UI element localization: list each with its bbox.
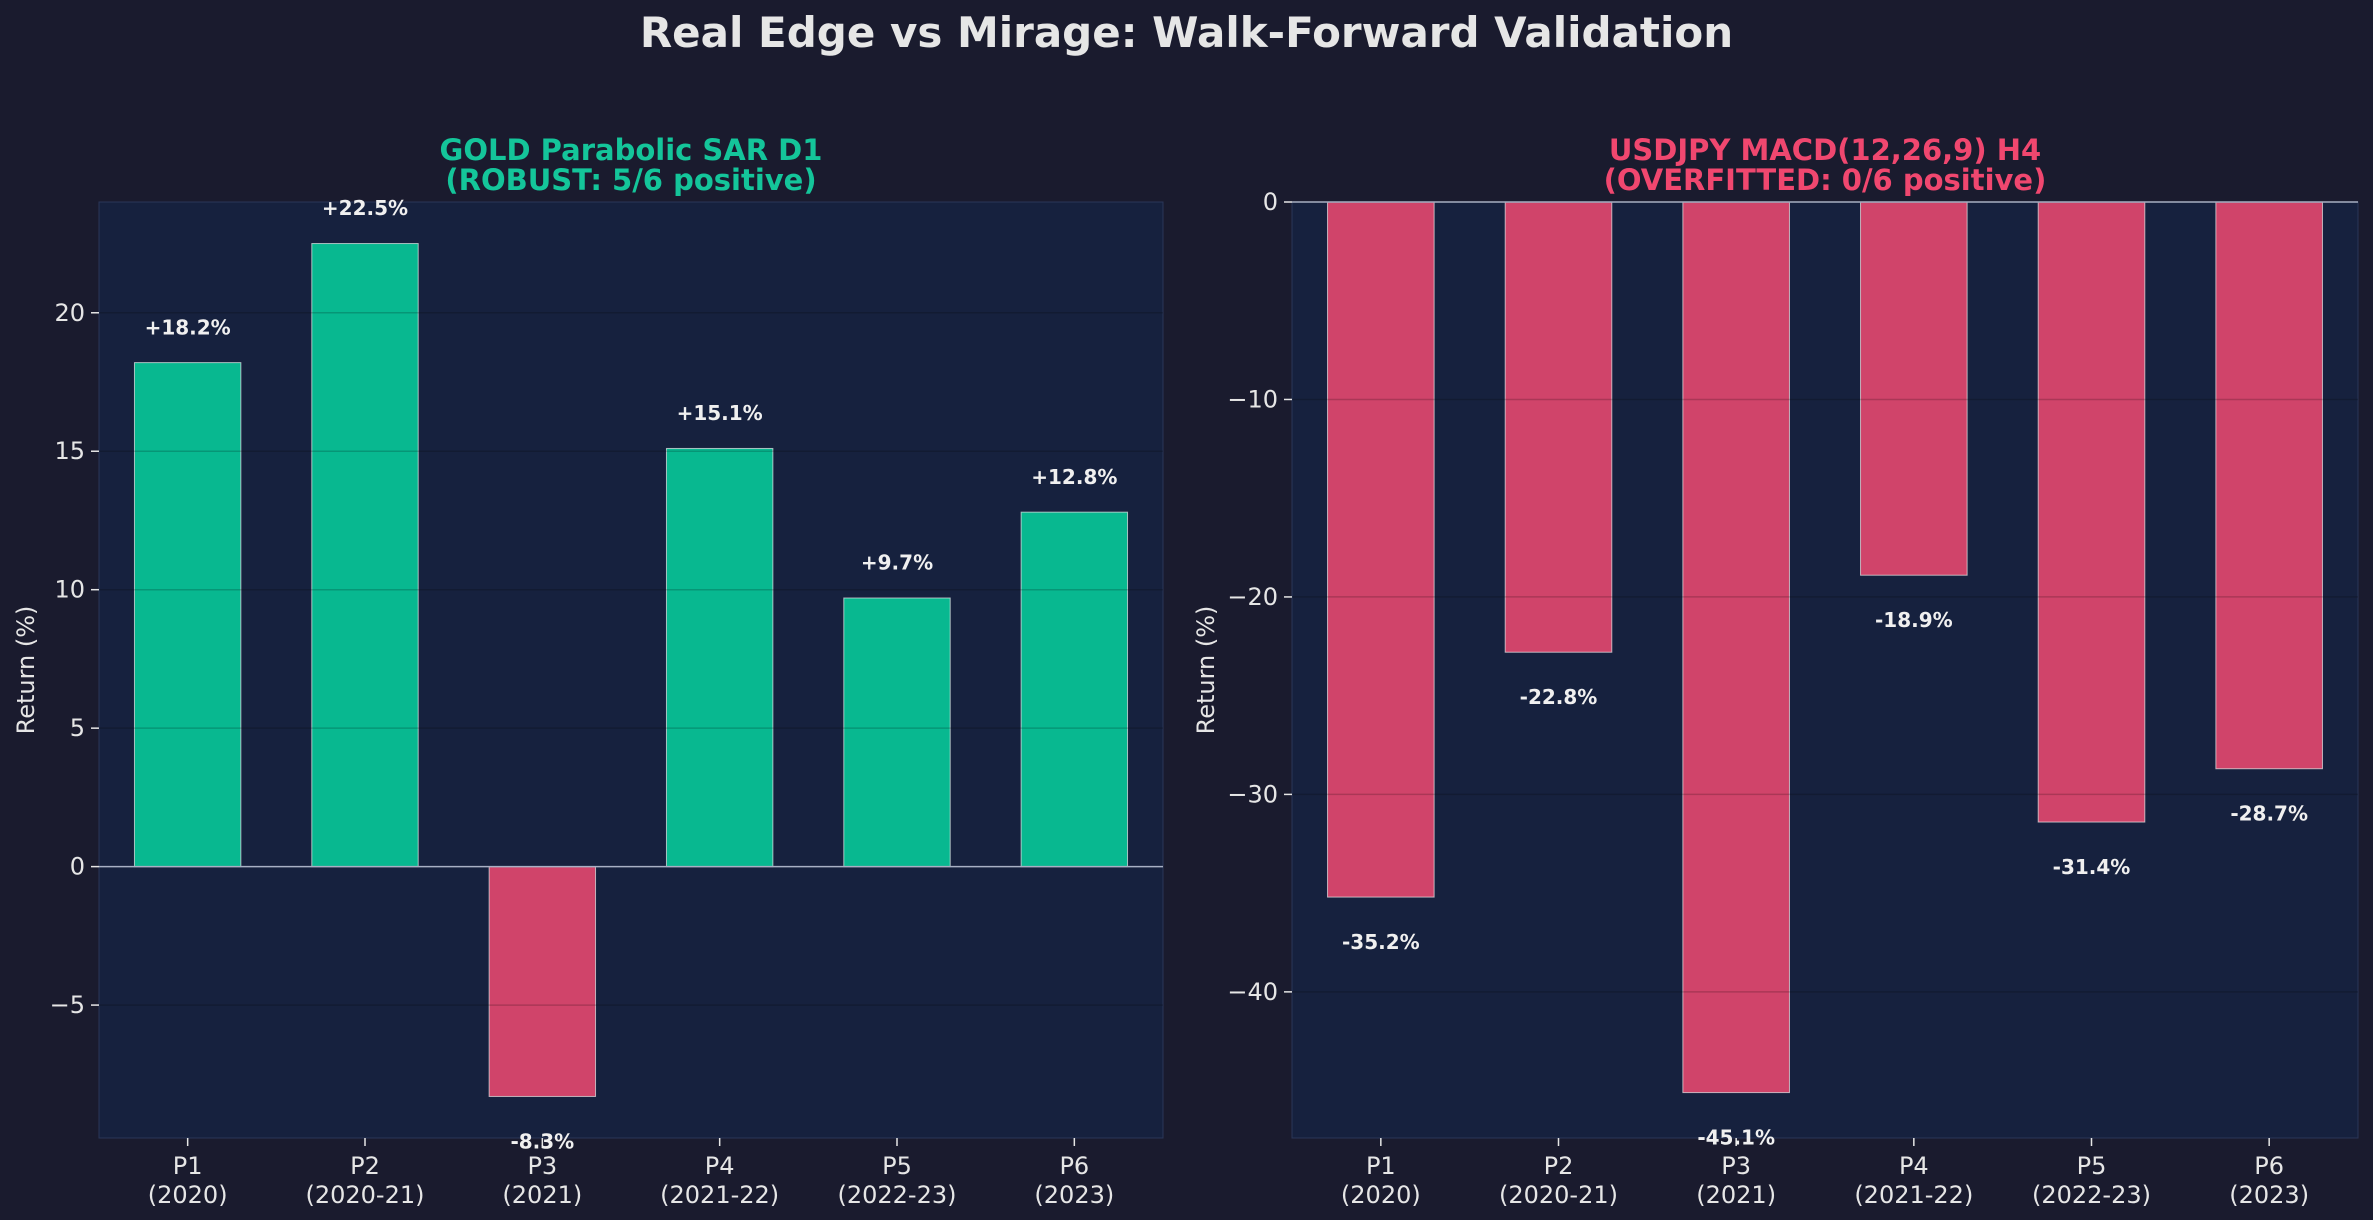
ytick-label-1-6: 20 xyxy=(54,299,85,327)
ytick-label-1-1: −5 xyxy=(50,991,85,1019)
bar-1-4 xyxy=(665,447,774,868)
bar-2-5 xyxy=(2037,201,2146,823)
value-label-1-4: +15.1% xyxy=(677,401,763,425)
bar-2-3 xyxy=(1682,201,1790,1094)
xtick-label-1-4: P4 (2021-22) xyxy=(660,1152,779,1209)
value-label-1-6: +12.8% xyxy=(1031,465,1117,489)
plot-area-1 xyxy=(98,201,1164,1139)
xtick-label-2-6: P6 (2023) xyxy=(2229,1152,2309,1209)
bar-1-3 xyxy=(488,866,597,1097)
panel-title-2-line2: (OVERFITTED: 0/6 positive) xyxy=(1604,163,2047,197)
y-axis-label-2: Return (%) xyxy=(1192,606,1220,735)
xtick-label-2-1: P1 (2020) xyxy=(1341,1152,1421,1209)
bar-1-2 xyxy=(311,243,419,868)
bar-1-1 xyxy=(133,362,242,868)
bar-2-4 xyxy=(1860,201,1968,576)
plot-area-2 xyxy=(1291,201,2359,1139)
xtick-label-2-5: P5 (2022-23) xyxy=(2032,1152,2151,1209)
ytick-label-1-4: 10 xyxy=(54,576,85,604)
y-axis-label-1: Return (%) xyxy=(12,606,40,735)
xtick-label-1-3: P3 (2021) xyxy=(502,1152,582,1209)
figure-title: Real Edge vs Mirage: Walk-Forward Valida… xyxy=(639,8,1734,57)
value-label-2-1: -35.2% xyxy=(1342,930,1420,954)
ytick-label-2-2: −30 xyxy=(1227,780,1278,808)
ytick-label-2-1: −40 xyxy=(1227,978,1278,1006)
bar-1-5 xyxy=(843,597,951,868)
xtick-label-2-2: P2 (2020-21) xyxy=(1499,1152,1618,1209)
value-label-2-5: -31.4% xyxy=(2053,855,2131,879)
panel-title-2-line1: USDJPY MACD(12,26,9) H4 xyxy=(1609,133,2041,167)
ytick-label-1-2: 0 xyxy=(70,853,85,881)
bar-1-6 xyxy=(1020,511,1129,868)
xtick-label-2-3: P3 (2021) xyxy=(1696,1152,1776,1209)
ytick-label-1-3: 5 xyxy=(70,714,85,742)
xtick-label-1-2: P2 (2020-21) xyxy=(305,1152,424,1209)
value-label-1-2: +22.5% xyxy=(322,196,408,220)
value-label-2-2: -22.8% xyxy=(1520,685,1598,709)
value-label-1-3: -8.3% xyxy=(510,1129,574,1153)
ytick-label-2-3: −20 xyxy=(1227,583,1278,611)
ytick-label-2-5: 0 xyxy=(1263,188,1278,216)
panel-title-1-line1: GOLD Parabolic SAR D1 xyxy=(440,133,823,167)
bar-2-6 xyxy=(2215,201,2323,770)
value-label-2-6: -28.7% xyxy=(2230,802,2308,826)
value-label-1-5: +9.7% xyxy=(861,551,933,575)
value-label-2-3: -45.1% xyxy=(1697,1126,1775,1150)
ytick-label-1-5: 15 xyxy=(54,437,85,465)
value-label-1-1: +18.2% xyxy=(145,315,231,339)
bar-2-1 xyxy=(1327,201,1435,898)
ytick-label-2-4: −10 xyxy=(1227,385,1278,413)
bar-2-2 xyxy=(1504,201,1613,653)
xtick-label-1-6: P6 (2023) xyxy=(1034,1152,1114,1209)
value-label-2-4: -18.9% xyxy=(1875,608,1953,632)
xtick-label-2-4: P4 (2021-22) xyxy=(1854,1152,1973,1209)
panel-title-1-line2: (ROBUST: 5/6 positive) xyxy=(445,163,816,197)
xtick-label-1-1: P1 (2020) xyxy=(148,1152,228,1209)
xtick-label-1-5: P5 (2022-23) xyxy=(837,1152,956,1209)
